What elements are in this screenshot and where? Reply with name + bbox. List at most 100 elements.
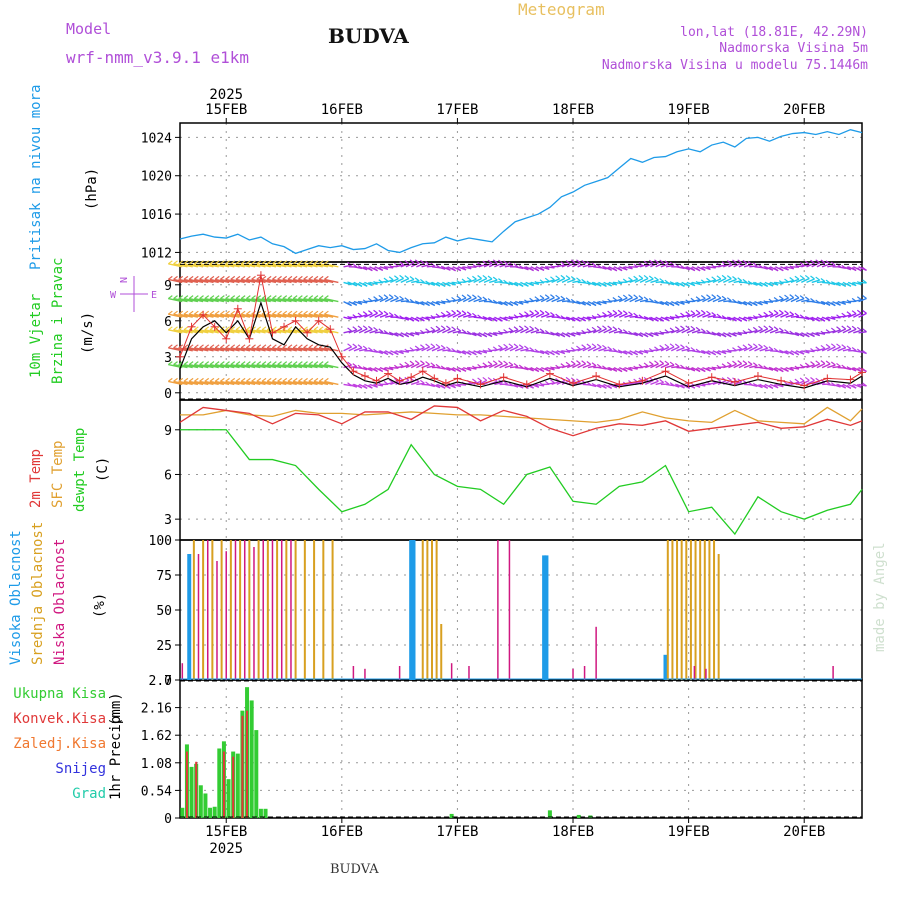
- wind-arrow: [251, 329, 266, 334]
- cloud-bar: [440, 624, 443, 680]
- wind-arrowhead: [287, 377, 293, 382]
- wind-arrowhead: [271, 326, 277, 331]
- wind-arrowhead: [219, 344, 225, 349]
- panel-frame: [179, 122, 863, 263]
- wind-arrowhead: [784, 310, 789, 315]
- wind-arrowhead: [596, 282, 602, 287]
- compass-indicator: W E N S: [110, 276, 157, 312]
- wind-arrow: [256, 363, 271, 369]
- wind-arrowhead: [282, 344, 288, 349]
- wind-arrow: [405, 363, 415, 369]
- wind-arrow: [494, 280, 503, 284]
- wind-arrow: [199, 297, 214, 303]
- wind-arrowhead: [373, 296, 378, 301]
- wind-arrowhead: [414, 277, 420, 282]
- cloud-bar: [331, 540, 334, 680]
- wind-arrow: [303, 313, 318, 318]
- wind-arrowhead: [308, 361, 314, 366]
- wind-arrowhead: [513, 343, 519, 348]
- wind-arrow: [313, 313, 329, 318]
- wind-arrowhead: [430, 281, 436, 286]
- wind-arrowhead: [492, 259, 498, 264]
- wind-arrowhead: [420, 301, 425, 306]
- wind-arrowhead: [539, 266, 545, 271]
- wind-arrowhead: [560, 295, 566, 300]
- wind-arrowhead: [251, 377, 256, 382]
- wind-arrow: [749, 316, 758, 320]
- wind-arrow: [603, 328, 612, 334]
- wind-arrow: [183, 278, 199, 284]
- wind-arrowhead: [799, 377, 805, 382]
- wind-arrowhead: [368, 310, 373, 315]
- wind-arrow: [457, 313, 467, 318]
- wind-arrow: [494, 381, 503, 386]
- wind-arrowhead: [539, 368, 545, 373]
- wind-arrowhead: [219, 310, 225, 315]
- wind-arrow: [272, 380, 287, 386]
- wind-arrow: [266, 363, 282, 369]
- panel-frame: [179, 679, 863, 819]
- wind-arrowhead: [219, 361, 225, 366]
- wind-arrow: [303, 297, 318, 303]
- wind-arrow: [697, 331, 706, 334]
- y-tick-label: 1.08: [141, 757, 172, 772]
- wind-arrow: [426, 265, 435, 268]
- wind-arrow: [644, 262, 654, 268]
- cloud-bar: [542, 555, 547, 680]
- wind-arrow: [457, 383, 467, 386]
- wind-arrow: [561, 364, 571, 369]
- precip-bar: [258, 808, 263, 818]
- wind-arrowhead: [261, 377, 267, 382]
- chart-kind-title: Meteogram: [518, 0, 605, 19]
- wind-arrowhead: [368, 384, 373, 389]
- wind-arrow: [308, 313, 323, 318]
- wind-arrow: [256, 297, 271, 303]
- wind-arrowhead: [851, 384, 857, 389]
- wind-arrowhead: [503, 301, 508, 306]
- wind-arrowhead: [648, 275, 654, 280]
- wind-arrow: [251, 347, 266, 352]
- wind-arrow: [629, 297, 638, 303]
- wind-arrow: [775, 330, 784, 334]
- wind-arrowhead: [266, 310, 272, 315]
- wind-arrow: [319, 263, 334, 268]
- wind-arrowhead: [836, 282, 841, 287]
- wind-arrowhead: [846, 311, 852, 316]
- legend-hail: Grad: [72, 786, 106, 802]
- wind-arrowhead: [726, 333, 732, 338]
- wind-arrow: [272, 347, 287, 352]
- wind-arrowhead: [534, 296, 540, 301]
- wind-arrowhead: [308, 275, 314, 280]
- wind-arrowhead: [193, 326, 199, 331]
- wind-arrowhead: [235, 275, 241, 280]
- wind-arrow: [272, 329, 287, 334]
- wind-arrow: [821, 363, 831, 369]
- wind-arrow: [629, 381, 638, 386]
- wind-arrowhead: [711, 351, 717, 356]
- wind-arrow: [282, 363, 297, 369]
- year-label-top: 2025: [209, 87, 243, 103]
- wind-arrow: [209, 278, 225, 284]
- wind-arrowhead: [773, 297, 779, 301]
- wind-arrowhead: [230, 326, 236, 331]
- wind-arrowhead: [716, 275, 722, 280]
- wind-arrowhead: [188, 275, 194, 280]
- wind-arrowhead: [266, 260, 272, 265]
- wind-arrow: [665, 264, 675, 268]
- wind-arrow: [468, 315, 477, 318]
- wind-arrowhead: [287, 260, 293, 265]
- wind-arrowhead: [451, 281, 456, 286]
- wind-arrowhead: [193, 260, 199, 265]
- wind-arrow: [775, 298, 784, 303]
- wind-arrowhead: [830, 343, 836, 348]
- wind-arrow: [235, 313, 251, 318]
- wind-arrowhead: [292, 361, 298, 366]
- wind-arrowhead: [513, 363, 519, 368]
- wind-arrowhead: [204, 344, 210, 349]
- wind-arrowhead: [752, 262, 758, 267]
- wind-arrowhead: [862, 309, 867, 314]
- wind-arrow: [489, 279, 498, 284]
- wind-arrow: [209, 380, 225, 386]
- wind-arrowhead: [256, 275, 262, 280]
- wind-arrow: [230, 278, 245, 284]
